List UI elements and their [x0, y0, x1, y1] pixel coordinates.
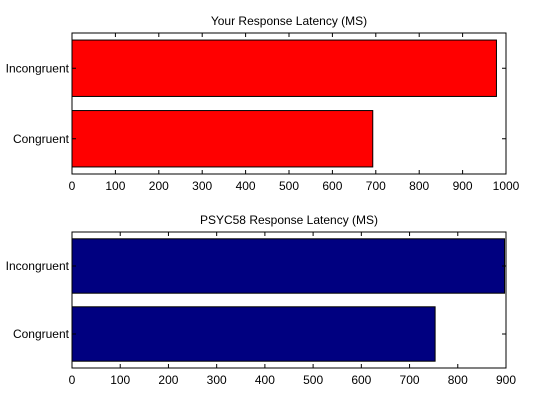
- x-tick-label: 500: [279, 179, 299, 193]
- x-tick-label: 400: [255, 373, 275, 387]
- x-tick-label: 800: [448, 373, 468, 387]
- chart-title: Your Response Latency (MS): [211, 14, 367, 28]
- category-label: Congruent: [13, 327, 70, 341]
- x-tick-label: 300: [207, 373, 227, 387]
- x-tick-label: 0: [69, 179, 76, 193]
- x-tick-label: 400: [236, 179, 256, 193]
- x-tick-label: 900: [453, 179, 473, 193]
- x-tick-label: 900: [496, 373, 516, 387]
- chart-your-response-latency: Your Response Latency (MS) Incongruent Co…: [6, 14, 520, 193]
- x-tick-label: 500: [303, 373, 323, 387]
- bar-congruent: [71, 306, 436, 362]
- x-tick-label: 100: [110, 373, 130, 387]
- axes-box: [71, 231, 507, 369]
- category-label: Incongruent: [6, 259, 70, 273]
- x-tick-label: 700: [366, 179, 386, 193]
- x-tick-label: 100: [105, 179, 125, 193]
- x-tick-label: 1000: [493, 179, 520, 193]
- x-tick-label: 800: [409, 179, 429, 193]
- x-tick-label: 600: [351, 373, 371, 387]
- category-label: Incongruent: [6, 61, 70, 75]
- chart-title: PSYC58 Response Latency (MS): [200, 213, 378, 227]
- x-tick-label: 0: [69, 373, 76, 387]
- category-label: Congruent: [13, 132, 70, 146]
- chart-psyc58-response-latency: PSYC58 Response Latency (MS) Incongruent…: [6, 213, 517, 387]
- x-tick-label: 200: [158, 373, 178, 387]
- bar-incongruent: [71, 238, 506, 294]
- x-tick-label: 300: [192, 179, 212, 193]
- x-tick-label: 600: [322, 179, 342, 193]
- x-tick-label: 700: [400, 373, 420, 387]
- bar-incongruent: [71, 39, 497, 97]
- bar-congruent: [71, 110, 374, 168]
- x-tick-label: 200: [149, 179, 169, 193]
